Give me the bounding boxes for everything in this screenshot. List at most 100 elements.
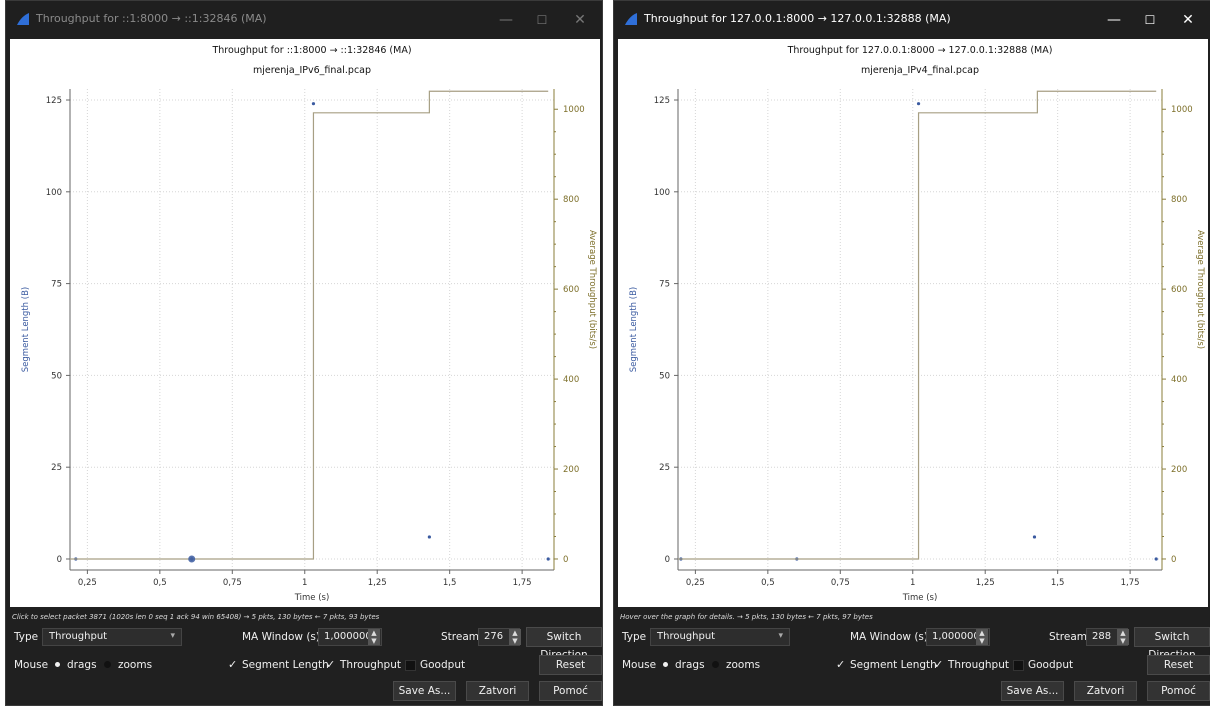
x-tick-label: 0,25 (686, 578, 705, 588)
status-hint: Hover over the graph for details. → 5 pk… (620, 613, 873, 621)
goodput-label: Goodput (1028, 659, 1074, 671)
y-tick-label: 25 (659, 463, 670, 473)
status-hint: Click to select packet 3871 (1020s len 0… (12, 613, 380, 621)
x-tick-label: 1,25 (976, 578, 995, 588)
ma-window-spinbox[interactable]: 1,000000 (318, 628, 382, 646)
goodput-checkbox[interactable] (1013, 660, 1024, 671)
drags-radio[interactable] (55, 662, 60, 667)
save-as-button[interactable]: Save As... (393, 681, 456, 701)
ma-window-label: MA Window (s) (242, 631, 320, 643)
minimize-icon[interactable]: — (1107, 12, 1121, 28)
x-tick-label: 0,75 (223, 578, 242, 588)
y2-tick-label: 0 (1171, 555, 1176, 565)
mouse-label: Mouse (622, 659, 657, 671)
close-button[interactable]: Zatvori (1074, 681, 1137, 701)
chart-title: Throughput for 127.0.0.1:8000 → 127.0.0.… (787, 45, 1053, 56)
x-tick-label: 1,25 (368, 578, 387, 588)
type-select[interactable]: Throughput ▾ (650, 628, 790, 646)
segment-length-label: Segment Length (242, 659, 329, 671)
drags-label: drags (67, 659, 97, 671)
graph-canvas[interactable]: Throughput for ::1:8000 → ::1:32846 (MA)… (10, 39, 600, 607)
segment-length-label: Segment Length (850, 659, 937, 671)
segment-length-checkbox[interactable]: ✓ (836, 658, 846, 671)
close-icon[interactable]: ✕ (1182, 12, 1194, 28)
y2-tick-label: 1000 (1171, 105, 1193, 115)
throughput-checkbox[interactable]: ✓ (326, 658, 336, 671)
zooms-radio[interactable] (104, 661, 111, 668)
reset-button[interactable]: Reset (539, 655, 602, 675)
x-tick-label: 1 (910, 578, 915, 588)
throughput-window-ipv4: Throughput for 127.0.0.1:8000 → 127.0.0.… (613, 0, 1210, 706)
window-title: Throughput for ::1:8000 → ::1:32846 (MA) (36, 12, 267, 25)
x-tick-label: 0,5 (761, 578, 775, 588)
chart-subtitle: mjerenja_IPv6_final.pcap (253, 65, 371, 76)
x-tick-label: 1,5 (443, 578, 457, 588)
chevron-down-icon: ▾ (778, 631, 783, 641)
segment-length-point (916, 102, 921, 106)
y-tick-label: 0 (57, 555, 62, 565)
stream-stepper-icon[interactable]: ▲ ▼ (509, 629, 521, 645)
zooms-label: zooms (726, 659, 761, 671)
stream-stepper-icon[interactable]: ▲ ▼ (1117, 629, 1129, 645)
goodput-label: Goodput (420, 659, 466, 671)
type-label: Type (14, 631, 39, 643)
throughput-checkbox[interactable]: ✓ (934, 658, 944, 671)
help-button[interactable]: Pomoć (539, 681, 602, 701)
segment-length-checkbox[interactable]: ✓ (228, 658, 238, 671)
y2-tick-label: 800 (563, 195, 579, 205)
reset-button[interactable]: Reset (1147, 655, 1210, 675)
stream-value: 276 (484, 631, 504, 642)
wireshark-fin-icon (625, 13, 637, 25)
throughput-label: Throughput (948, 659, 1009, 671)
drags-label: drags (675, 659, 705, 671)
y2-tick-label: 400 (1171, 375, 1187, 385)
close-icon[interactable]: ✕ (574, 12, 586, 28)
type-select[interactable]: Throughput ▾ (42, 628, 182, 646)
y2-axis-label: Average Throughput (bits/s) (1195, 230, 1205, 349)
segment-length-point (427, 535, 431, 539)
title-bar[interactable]: Throughput for ::1:8000 → ::1:32846 (MA)… (6, 1, 602, 39)
type-label: Type (622, 631, 647, 643)
stream-value: 288 (1092, 631, 1112, 642)
maximize-icon[interactable]: ☐ (1144, 13, 1156, 27)
y-tick-label: 75 (659, 280, 670, 290)
y2-axis-label: Average Throughput (bits/s) (587, 230, 597, 349)
ma-window-value: 1,000000 (932, 631, 980, 642)
throughput-step-line (70, 90, 549, 560)
y-tick-label: 100 (654, 188, 670, 198)
ma-window-stepper-icon[interactable]: ▲ ▼ (368, 629, 380, 645)
close-button[interactable]: Zatvori (466, 681, 529, 701)
drags-radio[interactable] (663, 662, 668, 667)
x-tick-label: 1,75 (513, 578, 532, 588)
segment-length-point (1154, 557, 1158, 561)
y-axis-label: Segment Length (B) (21, 287, 31, 372)
switch-direction-button[interactable]: Switch Direction (526, 627, 602, 661)
throughput-label: Throughput (340, 659, 401, 671)
x-tick-label: 1,5 (1051, 578, 1065, 588)
throughput-chart[interactable]: Throughput for ::1:8000 → ::1:32846 (MA)… (10, 39, 600, 607)
ma-window-stepper-icon[interactable]: ▲ ▼ (976, 629, 988, 645)
ma-window-spinbox[interactable]: 1,000000 (926, 628, 990, 646)
title-bar[interactable]: Throughput for 127.0.0.1:8000 → 127.0.0.… (614, 1, 1210, 39)
minimize-icon[interactable]: — (499, 12, 513, 28)
mouse-row: Mouse drags zooms ✓ Segment Length ✓ Thr… (614, 655, 1210, 677)
help-button[interactable]: Pomoć (1147, 681, 1210, 701)
chevron-down-icon: ▾ (170, 631, 175, 641)
save-as-button[interactable]: Save As... (1001, 681, 1064, 701)
type-select-value: Throughput (657, 631, 716, 642)
maximize-icon[interactable]: ☐ (536, 13, 548, 27)
throughput-chart[interactable]: Throughput for 127.0.0.1:8000 → 127.0.0.… (618, 39, 1208, 607)
y2-tick-label: 600 (563, 285, 579, 295)
chart-subtitle: mjerenja_IPv4_final.pcap (861, 65, 979, 76)
throughput-window-ipv6: Throughput for ::1:8000 → ::1:32846 (MA)… (5, 0, 603, 706)
y-tick-label: 100 (46, 188, 62, 198)
segment-length-point (311, 102, 316, 106)
x-tick-label: 0,5 (153, 578, 167, 588)
zooms-radio[interactable] (712, 661, 719, 668)
switch-direction-button[interactable]: Switch Direction (1134, 627, 1210, 661)
y2-tick-label: 0 (563, 555, 568, 565)
x-tick-label: 0,25 (78, 578, 97, 588)
wireshark-fin-icon (17, 13, 29, 25)
goodput-checkbox[interactable] (405, 660, 416, 671)
graph-canvas[interactable]: Throughput for 127.0.0.1:8000 → 127.0.0.… (618, 39, 1208, 607)
